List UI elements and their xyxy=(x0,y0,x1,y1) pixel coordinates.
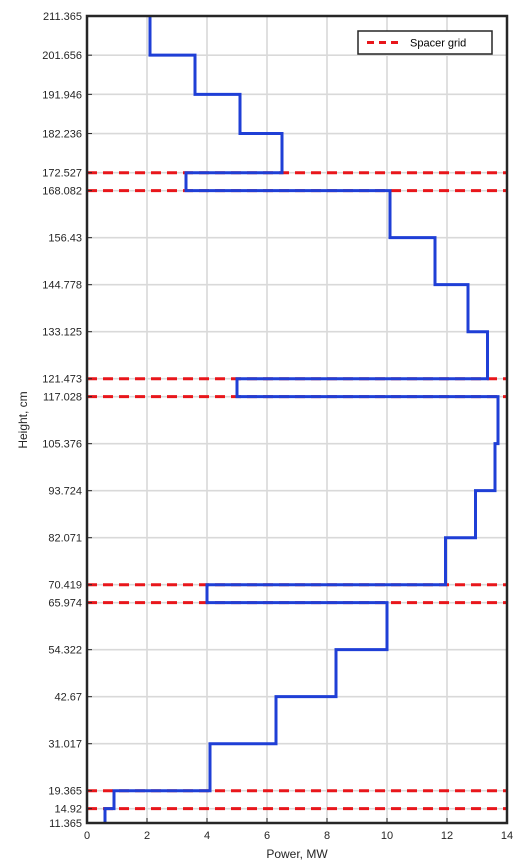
y-tick-label: 105.376 xyxy=(42,439,82,451)
y-tick-label: 117.028 xyxy=(43,392,82,404)
y-tick-label: 211.365 xyxy=(43,11,82,23)
y-tick-label: 11.365 xyxy=(49,818,82,830)
x-tick-label: 14 xyxy=(501,830,513,842)
y-tick-label: 31.017 xyxy=(48,739,82,751)
y-tick-label: 65.974 xyxy=(48,598,82,610)
legend-spacer-grid-label: Spacer grid xyxy=(410,38,466,50)
x-tick-label: 10 xyxy=(381,830,393,842)
x-tick-label: 2 xyxy=(144,830,150,842)
y-tick-label: 14.92 xyxy=(54,804,82,816)
y-tick-label: 93.724 xyxy=(48,486,82,498)
x-tick-label: 8 xyxy=(324,830,330,842)
y-tick-label: 70.419 xyxy=(48,580,82,592)
y-tick-label: 82.071 xyxy=(48,533,82,545)
y-tick-label: 144.778 xyxy=(42,280,82,292)
y-tick-label: 182.236 xyxy=(42,129,82,141)
x-tick-label: 4 xyxy=(204,830,210,842)
y-tick-label: 156.43 xyxy=(48,233,82,245)
y-tick-label: 172.527 xyxy=(42,168,82,180)
legend-box xyxy=(357,30,493,55)
power-series xyxy=(103,16,500,823)
y-tick-label: 19.365 xyxy=(48,786,82,798)
y-tick-label: 191.946 xyxy=(42,89,82,101)
y-tick-label: 121.473 xyxy=(42,374,82,386)
y-tick-label: 42.67 xyxy=(54,692,82,704)
power-step-line xyxy=(103,16,500,823)
y-tick-label: 201.656 xyxy=(42,50,82,62)
plot-area-frame xyxy=(85,14,509,825)
x-tick-label: 6 xyxy=(264,830,270,842)
y-axis-label: Height, cm xyxy=(16,391,30,448)
legend: Spacer grid xyxy=(357,30,493,55)
y-tick-label: 133.125 xyxy=(42,327,82,339)
y-tick-label: 54.322 xyxy=(48,645,82,657)
axis-ticks: 0 2 4 6 8 10 12 14 11.365 14.92 19.365 31.017 42.67 5… xyxy=(42,11,513,842)
x-tick-label: 12 xyxy=(441,830,453,842)
x-axis-label: Power, MW xyxy=(266,847,328,861)
x-tick-label: 0 xyxy=(84,830,90,842)
y-tick-label: 168.082 xyxy=(42,186,82,198)
